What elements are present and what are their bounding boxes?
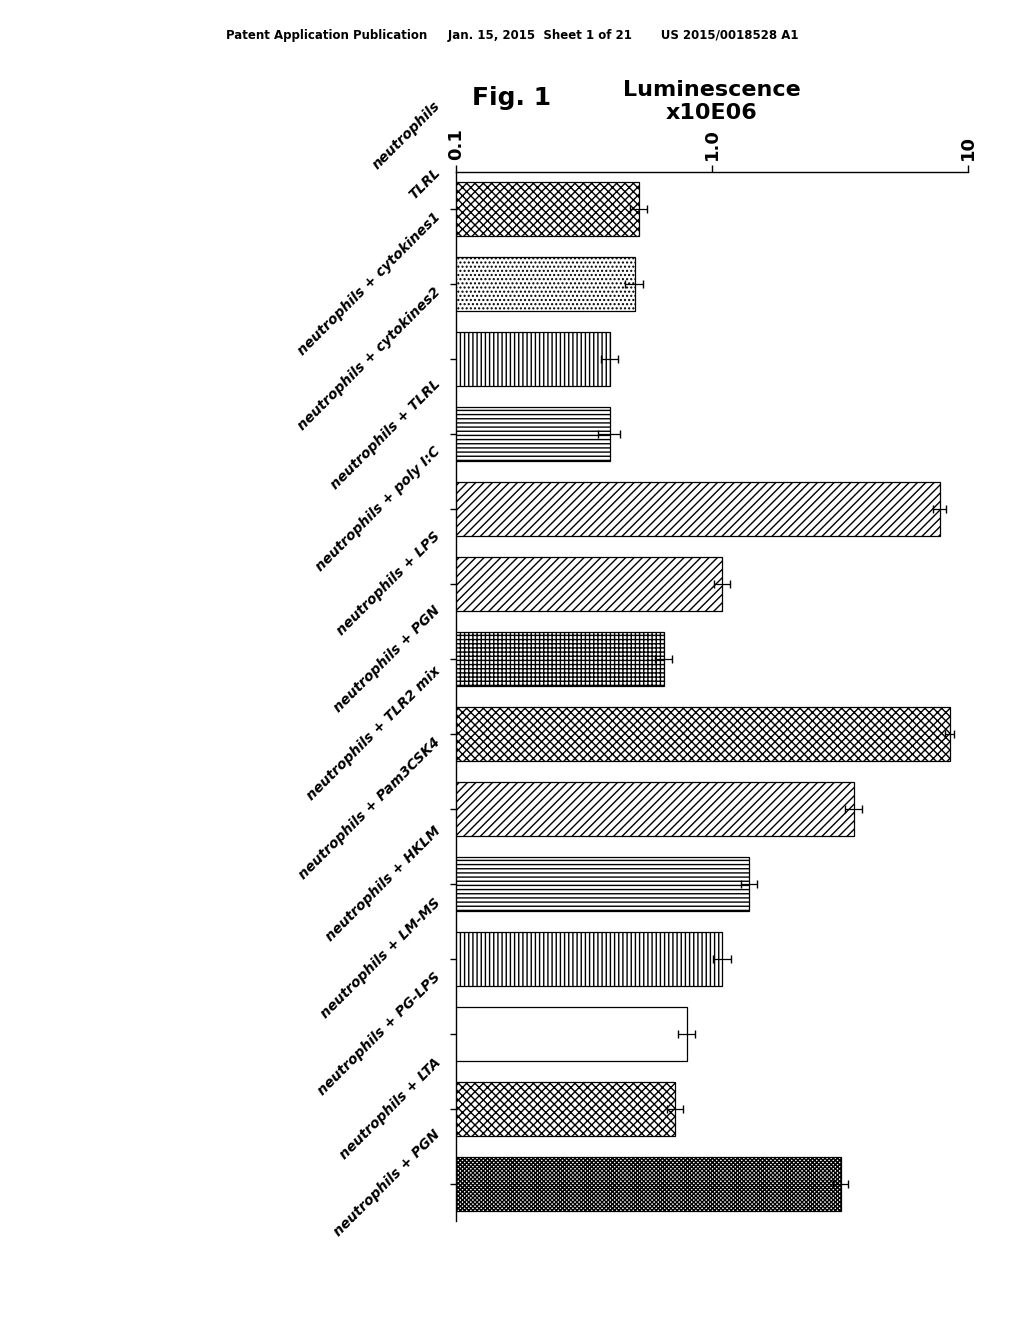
Text: neutrophils + HKLM: neutrophils + HKLM [324, 824, 443, 944]
Text: Fig. 1: Fig. 1 [472, 86, 552, 110]
Text: neutrophils + TLRL: neutrophils + TLRL [329, 376, 443, 491]
Bar [0, 557, 722, 611]
Bar [0, 333, 610, 385]
Bar [0, 781, 854, 836]
Text: neutrophils + PG-LPS: neutrophils + PG-LPS [315, 969, 443, 1098]
Text: neutrophils + Pam3CSK4: neutrophils + Pam3CSK4 [297, 735, 443, 882]
Bar [0, 932, 722, 986]
Text: neutrophils + poly I:C: neutrophils + poly I:C [313, 444, 443, 574]
Bar [0, 257, 635, 312]
Text: neutrophils + LPS: neutrophils + LPS [335, 529, 443, 639]
Text: neutrophils + LTA: neutrophils + LTA [337, 1055, 443, 1162]
Bar [0, 407, 610, 461]
Text: neutrophils: neutrophils [370, 99, 443, 172]
Text: TLRL: TLRL [407, 166, 443, 202]
Bar [0, 182, 639, 236]
Text: neutrophils + LM-MS: neutrophils + LM-MS [318, 896, 443, 1022]
Text: neutrophils + PGN: neutrophils + PGN [332, 603, 443, 714]
Bar [0, 1156, 841, 1210]
Text: neutrophils + TLR2 mix: neutrophils + TLR2 mix [304, 664, 443, 804]
Text: neutrophils + cytokines2: neutrophils + cytokines2 [295, 285, 443, 433]
Bar [0, 482, 940, 536]
Bar [0, 706, 949, 760]
Bar [0, 1081, 675, 1135]
Bar [0, 1007, 687, 1060]
Text: neutrophils + PGN: neutrophils + PGN [332, 1127, 443, 1239]
Text: Patent Application Publication     Jan. 15, 2015  Sheet 1 of 21       US 2015/00: Patent Application Publication Jan. 15, … [225, 29, 799, 42]
Title: Luminescence
x10E06: Luminescence x10E06 [623, 79, 801, 123]
Bar [0, 632, 664, 686]
Bar [0, 857, 750, 911]
Text: neutrophils + cytokines1: neutrophils + cytokines1 [295, 210, 443, 358]
